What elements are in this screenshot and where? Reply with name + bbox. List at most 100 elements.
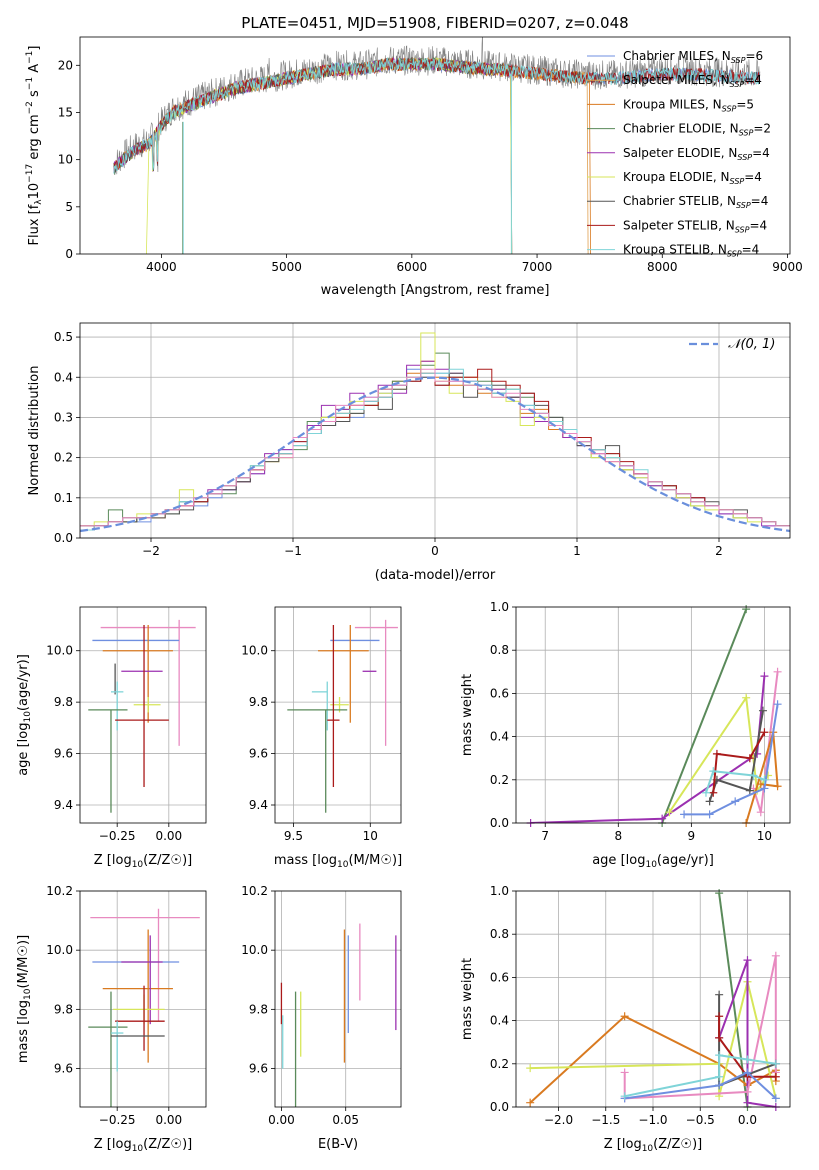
- marker-plus: [526, 1064, 535, 1073]
- x-axis-label: Z [log10(Z/Z☉)]: [94, 853, 192, 870]
- x-tick-label: −2.0: [544, 1113, 573, 1127]
- label-part: (age/yr)]: [16, 654, 31, 711]
- y-tick-label: 9.8: [249, 695, 268, 709]
- marker-plus: [758, 706, 767, 715]
- y-tick-label: 10.2: [46, 884, 73, 898]
- y-axis-label: Normed distribution: [27, 366, 42, 496]
- label-part: ]: [27, 46, 42, 51]
- label-part: (M/M☉)]: [348, 853, 402, 868]
- label-part: =2: [753, 122, 771, 136]
- label-part: =4: [744, 170, 762, 184]
- y-tick-label: 9.8: [249, 1002, 268, 1016]
- age_vs_mass-axes: [271, 607, 401, 827]
- marker-plus: [705, 797, 714, 806]
- y-tick-label: 9.8: [54, 1002, 73, 1016]
- label-part: =6: [745, 49, 763, 63]
- marker-plus: [712, 749, 721, 758]
- y-tick-label: 9.6: [249, 1062, 268, 1076]
- legend-label: Salpeter MILES, NSSP=4: [623, 73, 762, 89]
- marker-plus: [526, 1098, 535, 1107]
- y-tick-label: 1.0: [490, 600, 509, 614]
- y-tick-label: 0.5: [54, 330, 73, 344]
- label-part: 10: [642, 1144, 654, 1154]
- x-tick-label: −1.5: [591, 1113, 620, 1127]
- y-axis-label: Flux [fλ10−17 erg cm−2 s−1 A−1]: [25, 46, 44, 246]
- x-axis-label: mass [log10(M/M☉)]: [274, 853, 402, 870]
- y-tick-label: 0.8: [490, 643, 509, 657]
- marker-plus: [715, 1051, 724, 1060]
- y-tick-label: 0: [65, 247, 73, 261]
- label-part: 10: [23, 711, 33, 723]
- x-tick-label: 9000: [772, 260, 803, 274]
- label-part: SSP: [722, 104, 737, 113]
- label-part: 10: [27, 183, 42, 200]
- x-axis-label: (data-model)/error: [375, 568, 496, 583]
- x-tick-label: 0.00: [155, 1113, 182, 1127]
- y-tick-label: 0.8: [490, 927, 509, 941]
- x-tick-label: 4000: [146, 260, 177, 274]
- y-tick-label: 0.6: [490, 686, 509, 700]
- y-tick-label: 9.6: [54, 1062, 73, 1076]
- x-tick-label: 10: [363, 829, 378, 843]
- label-part: SSP: [731, 56, 746, 65]
- label-part: Z [log: [94, 1137, 132, 1152]
- y-axis-label: mass [log10(M/M☉)]: [16, 935, 33, 1063]
- axes-frame: [515, 606, 791, 824]
- marker-plus: [715, 889, 724, 898]
- x-tick-label: 9.5: [284, 829, 303, 843]
- x-tick-label: 8000: [647, 260, 678, 274]
- mass-weight-series: [668, 694, 769, 813]
- y-tick-label: 1.0: [490, 884, 509, 898]
- legend-label: Salpeter ELODIE, NSSP=4: [623, 146, 770, 162]
- y-tick-label: 0.1: [54, 491, 73, 505]
- label-part: SSP: [739, 129, 754, 138]
- label-part: =4: [751, 194, 769, 208]
- residuals-axes: [76, 323, 790, 542]
- x-tick-label: 0: [431, 544, 439, 558]
- y-tick-label: 0.6: [490, 970, 509, 984]
- x-axis-label: E(B-V): [318, 1137, 358, 1152]
- marker-plus: [701, 788, 710, 797]
- axes-frame: [79, 606, 207, 824]
- y-tick-label: 10.2: [241, 884, 268, 898]
- label-part: (age/yr)]: [657, 853, 714, 868]
- marker-plus: [760, 672, 769, 681]
- y-tick-label: 0.4: [54, 370, 73, 384]
- label-part: =4: [749, 218, 767, 232]
- y-tick-label: 0.0: [54, 531, 73, 545]
- marker-plus: [742, 693, 751, 702]
- marker-plus: [715, 990, 724, 999]
- marker-plus: [771, 1059, 780, 1068]
- legend-label: Kroupa ELODIE, NSSP=4: [623, 170, 762, 186]
- label-part: 10: [645, 860, 657, 870]
- label-part: Kroupa ELODIE, N: [623, 170, 730, 184]
- marker-plus: [731, 797, 740, 806]
- axes-frame: [79, 322, 791, 539]
- label-part: A: [27, 64, 42, 77]
- marker-plus: [773, 700, 782, 709]
- legend-label: Chabrier MILES, NSSP=6: [623, 49, 763, 65]
- label-part: SSP: [737, 153, 752, 162]
- x-tick-label: 10: [757, 829, 772, 843]
- marker-plus: [620, 1068, 629, 1077]
- marker-plus: [756, 780, 765, 789]
- label-part: age [log: [16, 723, 31, 776]
- y-tick-label: 9.4: [249, 798, 268, 812]
- x-tick-label: 0.00: [155, 829, 182, 843]
- x-tick-label: 1: [573, 544, 581, 558]
- x-tick-label: 0.0: [738, 1113, 757, 1127]
- x-axis-label: wavelength [Angstrom, rest frame]: [321, 283, 550, 298]
- mass-weight-series: [530, 676, 766, 823]
- marker-plus: [665, 808, 674, 817]
- marker-plus: [705, 810, 714, 819]
- y-tick-label: 10.0: [46, 644, 73, 658]
- marker-plus: [658, 814, 667, 823]
- y-axis-label: mass weight: [460, 674, 475, 756]
- marker-plus: [771, 1072, 780, 1081]
- x-tick-label: −1.0: [638, 1113, 667, 1127]
- marker-plus: [743, 956, 752, 965]
- x-tick-label: −1: [284, 544, 302, 558]
- marker-plus: [756, 808, 765, 817]
- y-tick-label: 5: [65, 200, 73, 214]
- legend-label: Chabrier ELODIE, NSSP=2: [623, 122, 771, 138]
